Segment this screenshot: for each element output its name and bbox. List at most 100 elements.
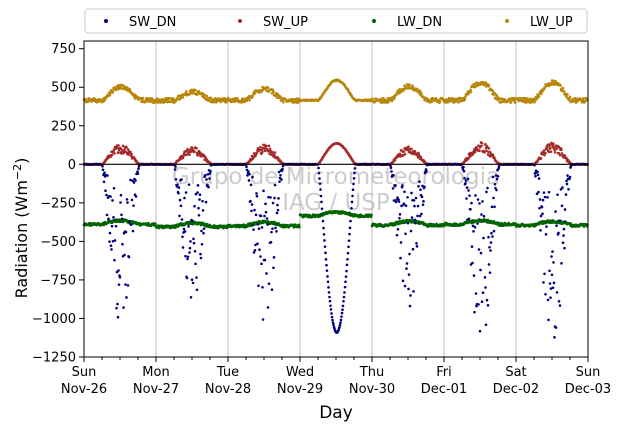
data-point-sw-up [116,146,119,150]
data-point-sw-dn [174,165,177,168]
data-point-sw-dn [342,299,345,303]
data-point-sw-dn [567,187,570,191]
data-point-sw-dn [463,176,466,180]
data-point-lw-up [550,83,553,86]
x-tick-label-date: Nov-30 [349,382,395,397]
legend-box [84,8,588,34]
data-point-sw-dn [565,179,568,183]
grid-lines [155,41,517,357]
data-point-sw-dn [467,217,471,221]
data-point-sw-up [544,151,547,155]
data-point-sw-dn [559,188,563,191]
data-point-sw-dn [326,280,330,284]
data-point-sw-up [268,152,271,156]
data-point-sw-up [113,152,116,155]
data-point-sw-dn [467,189,470,192]
data-point-sw-up [402,150,406,153]
data-point-lw-up [537,95,541,98]
data-point-sw-dn [462,165,465,169]
data-point-sw-dn [543,195,547,199]
data-point-sw-dn [110,248,113,251]
data-point-sw-dn [340,315,343,318]
data-point-sw-dn [492,196,495,200]
data-point-sw-dn [206,172,210,176]
y-axis-label-exponent: −2 [11,164,24,180]
data-point-sw-dn [190,278,194,282]
data-point-sw-dn [490,205,494,209]
data-point-sw-dn [124,230,128,234]
data-point-sw-up [553,148,556,152]
data-point-sw-dn [472,274,476,277]
data-point-sw-dn [494,174,498,177]
data-point-lw-up [568,97,571,101]
data-point-sw-dn [402,202,406,205]
data-point-sw-dn [119,193,123,197]
data-point-sw-dn [327,286,330,289]
data-point-sw-dn [556,193,559,196]
data-point-sw-dn [484,286,487,289]
legend-marker-lw-dn [372,19,376,23]
data-point-lw-up [449,99,453,103]
data-point-sw-dn [477,303,480,306]
data-point-sw-dn [330,315,334,319]
data-point-sw-dn [416,214,419,218]
data-point-sw-dn [398,213,402,216]
data-point-lw-up [403,84,407,88]
data-point-sw-dn [199,256,203,260]
data-point-sw-dn [338,323,342,327]
data-point-sw-dn [537,190,540,194]
data-point-sw-dn [493,182,497,186]
data-point-sw-dn [324,251,327,255]
data-point-sw-up [473,150,477,154]
data-point-sw-dn [478,329,482,333]
data-point-sw-dn [540,205,544,209]
data-point-sw-dn [536,173,540,177]
data-point-sw-dn [178,198,182,202]
data-point-sw-dn [208,177,211,180]
x-tick-label-day: Mon [142,365,169,380]
data-point-sw-up [263,149,267,153]
data-point-sw-dn [403,190,406,194]
data-point-sw-dn [546,298,550,302]
data-point-sw-dn [136,172,140,175]
data-point-sw-dn [563,208,567,211]
data-point-sw-dn [260,226,264,229]
data-point-sw-dn [488,271,492,274]
data-point-sw-dn [560,204,564,208]
data-point-sw-up [555,147,558,151]
data-point-sw-up [491,153,495,157]
data-point-sw-up [548,145,551,149]
data-point-sw-dn [325,269,329,272]
data-point-sw-dn [555,224,558,228]
data-point-sw-dn [344,275,348,278]
data-point-sw-dn [389,166,393,170]
data-point-sw-up [478,149,481,153]
data-point-sw-dn [399,256,402,260]
data-point-sw-dn [193,249,197,253]
data-point-lw-up [295,97,299,100]
data-point-sw-dn [418,214,422,218]
data-point-sw-up [110,153,114,157]
data-point-sw-dn [400,204,403,208]
data-point-sw-dn [113,258,116,262]
data-point-sw-up [252,152,256,155]
data-point-sw-up [267,149,270,153]
data-point-sw-dn [351,188,355,192]
data-point-sw-dn [270,288,274,291]
data-point-sw-dn [348,232,351,236]
data-point-sw-dn [535,192,539,196]
data-point-sw-up [126,148,130,151]
data-point-sw-dn [401,184,404,187]
data-point-lw-up [487,84,491,87]
data-point-sw-dn [105,193,108,197]
data-point-sw-dn [279,173,282,177]
data-point-sw-up [419,155,423,159]
data-point-sw-dn [196,191,199,194]
y-axis-label-close: ) [12,158,31,164]
data-point-sw-dn [194,262,197,266]
data-point-sw-dn [195,276,198,279]
data-point-lw-up [583,100,587,103]
x-tick-label-day: Fri [436,365,452,380]
data-point-sw-dn [399,241,403,244]
data-point-sw-dn [271,227,274,230]
